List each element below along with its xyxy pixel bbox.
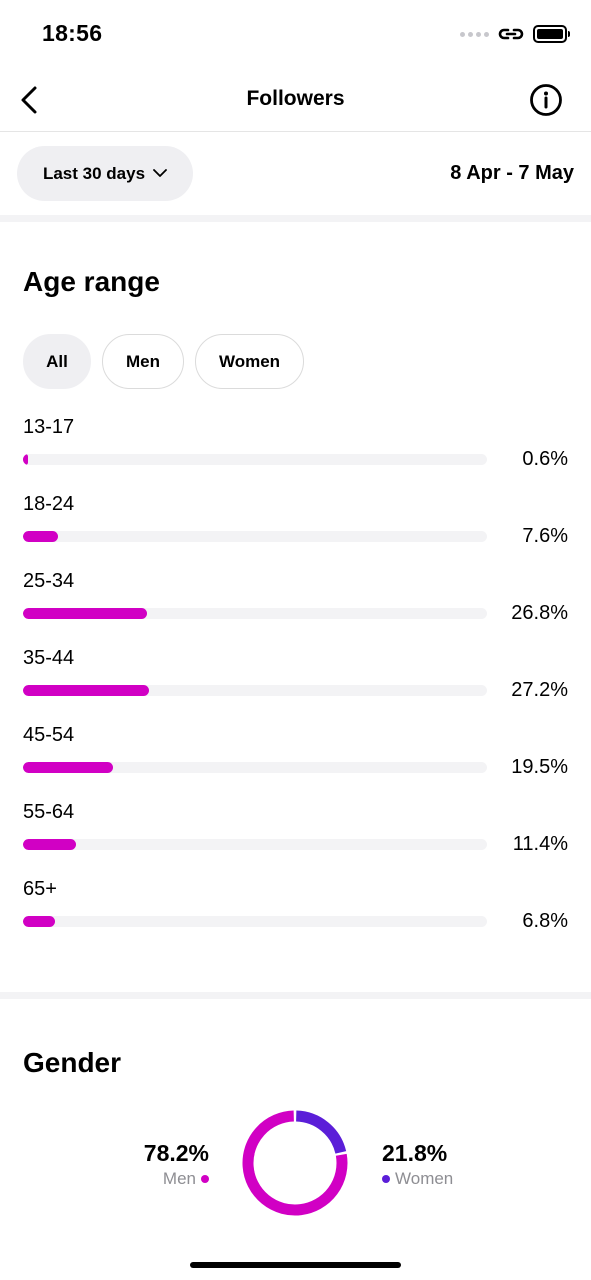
age-label: 35-44 (23, 647, 75, 669)
men-dot (201, 1175, 209, 1183)
age-percent: 0.6% (522, 448, 568, 470)
age-bar-fill (23, 839, 76, 850)
segment-all[interactable]: All (23, 334, 91, 389)
women-dot (382, 1175, 390, 1183)
age-bar-track (23, 608, 487, 619)
age-percent: 19.5% (511, 756, 568, 778)
status-bar: 18:56 (0, 0, 591, 70)
age-label: 18-24 (23, 493, 75, 515)
age-percent: 27.2% (511, 679, 568, 701)
men-percent: 78.2% (143, 1140, 209, 1166)
age-label: 13-17 (23, 416, 75, 438)
women-label: Women (395, 1169, 454, 1188)
age-row: 18-24 7.6% (0, 493, 591, 570)
men-stat: 78.2% Men (144, 1140, 209, 1189)
donut-segment-women (295, 1110, 347, 1154)
age-bar-fill (23, 531, 59, 542)
age-row: 55-64 11.4% (0, 801, 591, 878)
age-row: 65+ 6.8% (0, 878, 591, 955)
age-percent: 11.4% (512, 833, 568, 855)
age-label: 65+ (23, 878, 57, 900)
chevron-down-icon (153, 169, 167, 177)
age-bar-track (23, 762, 487, 773)
age-bar-fill (23, 608, 148, 619)
age-label: 45-54 (23, 724, 75, 746)
age-bar-fill (23, 454, 28, 465)
age-percent: 7.6% (522, 525, 568, 547)
segment-men[interactable]: Men (102, 334, 184, 389)
home-indicator (190, 1262, 401, 1268)
info-button[interactable] (529, 83, 563, 117)
age-label: 25-34 (23, 570, 75, 592)
age-percent: 6.8% (522, 910, 568, 932)
gender-donut-chart (242, 1110, 348, 1216)
segment-women[interactable]: Women (195, 334, 304, 389)
age-range-list: 13-17 0.6% 18-24 7.6% 25-34 26.8% 35-44 … (0, 416, 591, 955)
age-bar-track (23, 531, 487, 542)
age-percent: 26.8% (511, 602, 568, 624)
age-label: 55-64 (23, 801, 75, 823)
date-range: 8 Apr - 7 May (450, 162, 574, 184)
age-bar-track (23, 839, 487, 850)
women-legend: Women (382, 1169, 453, 1189)
filter-row: Last 30 days 8 Apr - 7 May (0, 146, 591, 202)
women-percent: 21.8% (382, 1140, 448, 1166)
info-icon (530, 84, 562, 116)
status-time: 18:56 (42, 20, 103, 46)
gender-segment-control: All Men Women (23, 334, 304, 389)
age-row: 25-34 26.8% (0, 570, 591, 647)
age-bar-fill (23, 685, 150, 696)
women-stat: 21.8% Women (382, 1140, 453, 1189)
age-bar-fill (23, 916, 55, 927)
status-icons (460, 24, 570, 44)
age-bar-fill (23, 762, 114, 773)
men-legend: Men (144, 1169, 209, 1189)
gender-chart: 78.2% Men 21.8% Women (0, 1108, 591, 1223)
men-label: Men (162, 1169, 196, 1188)
age-range-title: Age range (23, 266, 160, 297)
back-button[interactable] (14, 82, 44, 118)
range-dropdown[interactable]: Last 30 days (17, 146, 193, 201)
page-title: Followers (246, 87, 345, 110)
donut-segment-men (242, 1110, 348, 1216)
link-icon (497, 24, 525, 44)
section-divider (0, 215, 591, 222)
battery-icon (533, 25, 570, 43)
age-bar-track (23, 454, 487, 465)
age-bar-track (23, 685, 487, 696)
gender-title: Gender (23, 1047, 122, 1078)
age-row: 13-17 0.6% (0, 416, 591, 493)
top-nav: Followers (0, 70, 591, 132)
age-row: 35-44 27.2% (0, 647, 591, 724)
age-row: 45-54 19.5% (0, 724, 591, 801)
chevron-left-icon (21, 86, 37, 114)
age-bar-track (23, 916, 487, 927)
range-label: Last 30 days (42, 163, 146, 183)
section-divider (0, 992, 591, 999)
signal-icon (460, 31, 489, 37)
